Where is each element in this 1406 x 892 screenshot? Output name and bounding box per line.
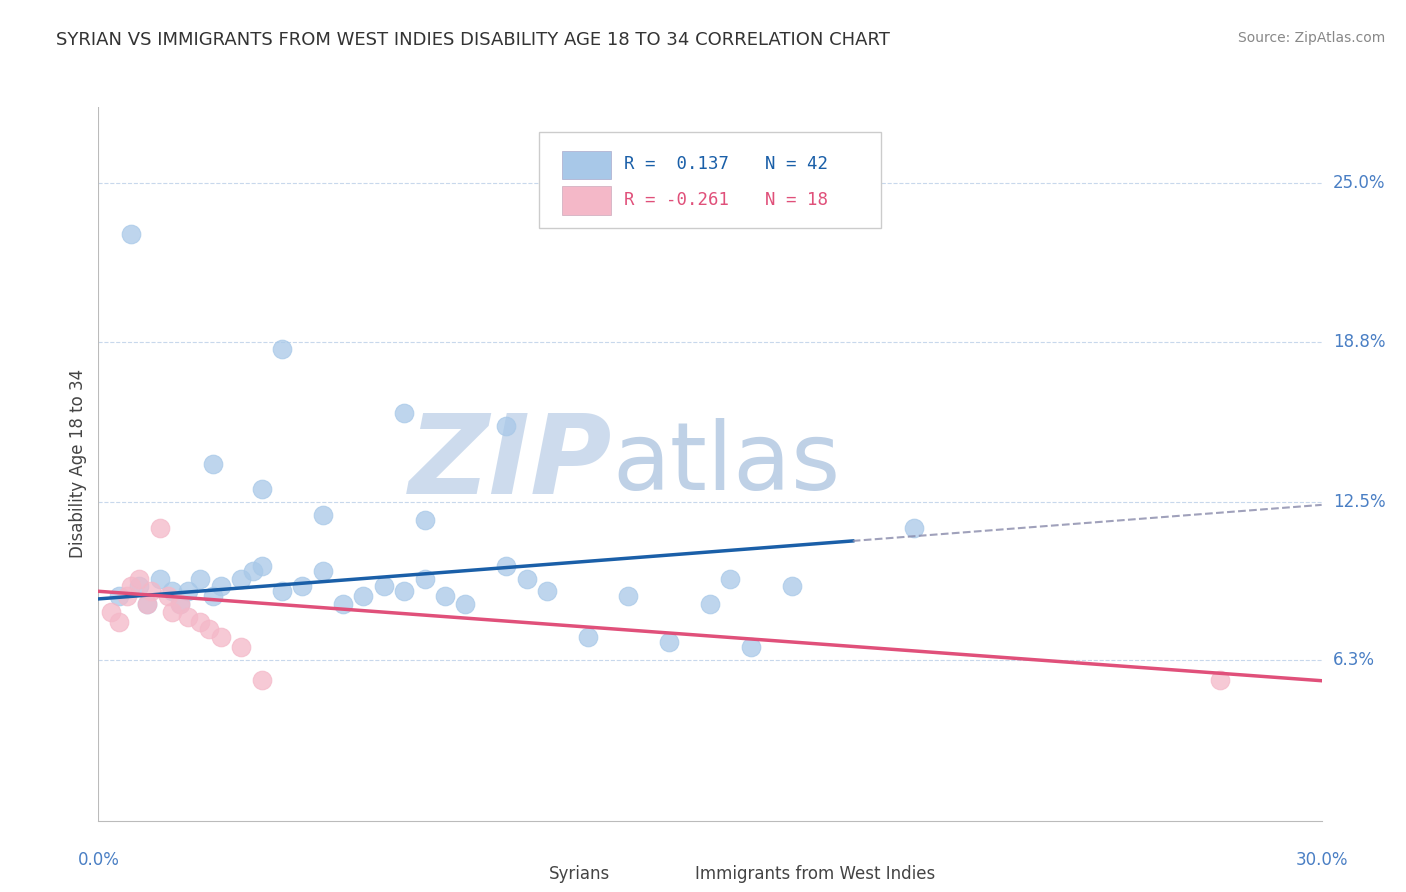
Point (149, 572, 172, 586)
Text: R =  0.137: R = 0.137 (624, 155, 730, 173)
Point (270, 342, 294, 356)
Point (658, 635, 681, 649)
Point (516, 572, 538, 586)
Text: SYRIAN VS IMMIGRANTS FROM WEST INDIES DISABILITY AGE 18 TO 34 CORRELATION CHART: SYRIAN VS IMMIGRANTS FROM WEST INDIES DI… (56, 31, 890, 49)
Point (312, 508, 335, 522)
Text: 30.0%: 30.0% (1295, 851, 1348, 869)
Point (141, 584, 163, 599)
Point (120, 579, 142, 593)
Point (780, 579, 803, 593)
Point (903, 520, 925, 534)
Point (1209, 673, 1232, 688)
Text: 0.0%: 0.0% (77, 851, 120, 869)
Point (495, 418, 517, 433)
Y-axis label: Disability Age 18 to 34: Disability Age 18 to 34 (69, 369, 87, 558)
Point (434, 590, 457, 604)
Point (392, 584, 416, 599)
Point (169, 597, 191, 611)
Point (108, 590, 131, 604)
Text: Source: ZipAtlas.com: Source: ZipAtlas.com (1237, 31, 1385, 45)
Point (352, 590, 374, 604)
FancyBboxPatch shape (659, 866, 689, 883)
Point (160, 584, 183, 599)
Point (115, 590, 138, 604)
Point (250, 673, 273, 688)
Point (495, 558, 517, 573)
Point (413, 572, 436, 586)
Point (100, 605, 122, 619)
Text: Syrians: Syrians (548, 865, 610, 883)
Point (291, 579, 314, 593)
Point (201, 590, 224, 604)
Point (136, 597, 159, 611)
Point (209, 630, 232, 644)
Point (250, 558, 273, 573)
Text: Immigrants from West Indies: Immigrants from West Indies (696, 865, 935, 883)
Point (120, 227, 142, 242)
Point (188, 572, 212, 586)
Point (413, 513, 436, 527)
Point (188, 615, 212, 629)
Text: atlas: atlas (612, 417, 841, 510)
Point (617, 590, 640, 604)
Text: 6.3%: 6.3% (1333, 651, 1375, 669)
Text: 18.8%: 18.8% (1333, 333, 1385, 351)
Point (312, 564, 335, 578)
Point (373, 579, 395, 593)
FancyBboxPatch shape (513, 866, 543, 883)
Point (169, 597, 191, 611)
Point (392, 406, 416, 420)
Point (209, 579, 232, 593)
Point (332, 597, 354, 611)
Point (250, 483, 273, 497)
Point (536, 584, 558, 599)
Point (576, 630, 599, 644)
Point (177, 609, 200, 624)
Point (108, 615, 131, 629)
Point (197, 623, 219, 637)
FancyBboxPatch shape (562, 186, 612, 215)
Point (718, 572, 742, 586)
Text: N = 42: N = 42 (765, 155, 828, 173)
Text: N = 18: N = 18 (765, 191, 828, 209)
Point (177, 584, 200, 599)
Point (149, 520, 172, 534)
Point (128, 572, 150, 586)
Point (160, 605, 183, 619)
Point (231, 640, 253, 655)
Point (699, 597, 721, 611)
Point (231, 572, 253, 586)
FancyBboxPatch shape (538, 132, 882, 228)
Point (128, 579, 150, 593)
Point (136, 597, 159, 611)
Point (454, 597, 477, 611)
Point (242, 564, 264, 578)
Point (270, 584, 294, 599)
Point (156, 590, 179, 604)
Text: 25.0%: 25.0% (1333, 175, 1385, 193)
Point (740, 640, 762, 655)
FancyBboxPatch shape (562, 151, 612, 179)
Point (201, 457, 224, 471)
Text: R = -0.261: R = -0.261 (624, 191, 730, 209)
Text: ZIP: ZIP (409, 410, 612, 517)
Text: 12.5%: 12.5% (1333, 493, 1385, 511)
